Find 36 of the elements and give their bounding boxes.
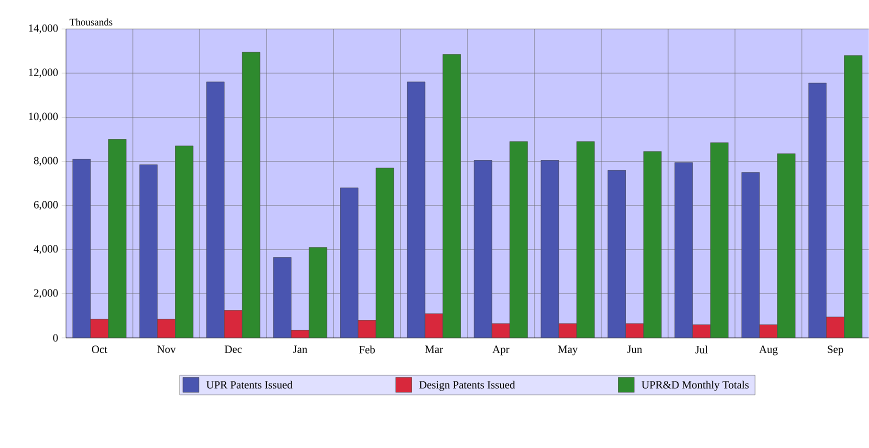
x-tick-label: Jan xyxy=(293,346,308,354)
x-tick-label: Oct xyxy=(92,346,108,354)
bar xyxy=(442,54,461,338)
x-tick-label: Sep xyxy=(828,346,844,356)
x-tick-label: Apr xyxy=(492,346,510,356)
legend-label: Design Patents Issued xyxy=(419,380,515,391)
x-tick-label: Dec xyxy=(224,346,242,354)
y-tick-label: 2,000 xyxy=(34,289,58,298)
legend-label: UPR&D Monthly Totals xyxy=(642,380,749,391)
y-tick-label: 14,000 xyxy=(29,24,58,34)
y-tick-label: 8,000 xyxy=(34,156,58,166)
bar xyxy=(108,139,126,338)
x-tick-label: Jul xyxy=(695,346,708,354)
y-tick-label: 4,000 xyxy=(34,245,58,254)
x-tick-label: May xyxy=(558,346,578,356)
bar xyxy=(643,151,662,338)
y-tick-label: 12,000 xyxy=(29,68,58,78)
x-tick-label: Feb xyxy=(359,346,375,354)
y-axis-title: Thousands xyxy=(70,18,112,26)
x-tick-label: Nov xyxy=(157,346,176,354)
bar xyxy=(710,142,729,338)
legend-label: UPR Patents Issued xyxy=(206,380,292,389)
bar xyxy=(777,154,796,338)
bar xyxy=(242,52,260,338)
x-tick-label: Aug xyxy=(759,346,778,356)
bar xyxy=(576,141,595,338)
x-tick-label: Mar xyxy=(425,346,443,354)
x-tick-label: Jun xyxy=(627,346,642,354)
y-tick-label: 0 xyxy=(53,334,58,342)
bar xyxy=(376,168,394,338)
y-tick-label: 6,000 xyxy=(34,201,58,210)
bar xyxy=(175,146,194,338)
bar xyxy=(308,247,328,338)
y-tick-label: 10,000 xyxy=(29,112,58,122)
bar xyxy=(510,141,528,338)
bar xyxy=(844,55,862,338)
